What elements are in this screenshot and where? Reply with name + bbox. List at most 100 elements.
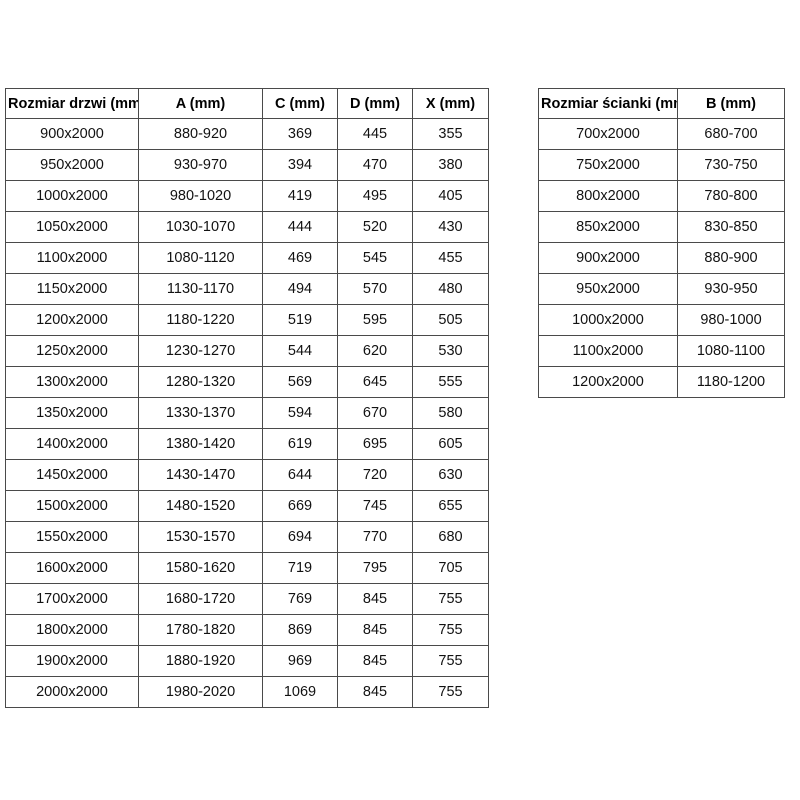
table-cell: 1980-2020 xyxy=(138,676,263,708)
table-cell: 1050x2000 xyxy=(5,211,139,243)
table-cell: 1100x2000 xyxy=(538,335,678,367)
table-row: 900x2000 880-920 369 445 355 xyxy=(5,118,489,150)
header-row: Rozmiar drzwi (mm) A (mm) C (mm) D (mm) X (m… xyxy=(5,88,489,119)
table-cell: 1130-1170 xyxy=(138,273,263,305)
table-cell: 1380-1420 xyxy=(138,428,263,460)
table-cell: 950x2000 xyxy=(538,273,678,305)
table-row: 750x2000 730-750 xyxy=(538,149,785,181)
table-cell: 845 xyxy=(337,645,413,677)
table-cell: 869 xyxy=(262,614,338,646)
table-row: 1100x2000 1080-1100 xyxy=(538,335,785,367)
table-cell: 750x2000 xyxy=(538,149,678,181)
table-row: 700x2000 680-700 xyxy=(538,118,785,150)
table-cell: 755 xyxy=(412,583,489,615)
table-cell: 795 xyxy=(337,552,413,584)
wall-dimensions-table: Rozmiar ścianki (mm) B (mm) 700x2000 680-7… xyxy=(538,88,785,398)
table-cell: 719 xyxy=(262,552,338,584)
column-header: X (mm) xyxy=(412,88,489,119)
table-cell: 1180-1220 xyxy=(138,304,263,336)
table-cell: 1450x2000 xyxy=(5,459,139,491)
table-cell: 620 xyxy=(337,335,413,367)
table-cell: 700x2000 xyxy=(538,118,678,150)
table-cell: 755 xyxy=(412,676,489,708)
table-cell: 544 xyxy=(262,335,338,367)
table-cell: 1200x2000 xyxy=(538,366,678,398)
table-cell: 950x2000 xyxy=(5,149,139,181)
table-cell: 680-700 xyxy=(677,118,785,150)
table-cell: 1350x2000 xyxy=(5,397,139,429)
table-row: 1250x2000 1230-1270 544 620 530 xyxy=(5,335,489,367)
table-cell: 519 xyxy=(262,304,338,336)
wall-table-body: 700x2000 680-700 750x2000 730-750 800x2000 78… xyxy=(538,118,785,398)
table-cell: 930-970 xyxy=(138,149,263,181)
table-cell: 1550x2000 xyxy=(5,521,139,553)
table-cell: 670 xyxy=(337,397,413,429)
table-cell: 1400x2000 xyxy=(5,428,139,460)
table-cell: 570 xyxy=(337,273,413,305)
door-dimensions-table: Rozmiar drzwi (mm) A (mm) C (mm) D (mm) X (m… xyxy=(5,88,489,708)
table-cell: 969 xyxy=(262,645,338,677)
table-cell: 730-750 xyxy=(677,149,785,181)
table-cell: 1300x2000 xyxy=(5,366,139,398)
table-cell: 1069 xyxy=(262,676,338,708)
table-cell: 2000x2000 xyxy=(5,676,139,708)
table-cell: 1280-1320 xyxy=(138,366,263,398)
table-cell: 430 xyxy=(412,211,489,243)
table-cell: 369 xyxy=(262,118,338,150)
table-cell: 655 xyxy=(412,490,489,522)
table-row: 1900x2000 1880-1920 969 845 755 xyxy=(5,645,489,677)
table-cell: 880-900 xyxy=(677,242,785,274)
table-cell: 1780-1820 xyxy=(138,614,263,646)
table-cell: 355 xyxy=(412,118,489,150)
table-row: 1450x2000 1430-1470 644 720 630 xyxy=(5,459,489,491)
column-header: Rozmiar ścianki (mm) xyxy=(538,88,678,119)
table-cell: 380 xyxy=(412,149,489,181)
table-cell: 980-1020 xyxy=(138,180,263,212)
table-row: 950x2000 930-970 394 470 380 xyxy=(5,149,489,181)
table-cell: 1250x2000 xyxy=(5,335,139,367)
table-cell: 470 xyxy=(337,149,413,181)
table-row: 1300x2000 1280-1320 569 645 555 xyxy=(5,366,489,398)
table-row: 1200x2000 1180-1220 519 595 505 xyxy=(5,304,489,336)
table-cell: 720 xyxy=(337,459,413,491)
table-row: 1000x2000 980-1020 419 495 405 xyxy=(5,180,489,212)
table-row: 1150x2000 1130-1170 494 570 480 xyxy=(5,273,489,305)
table-cell: 555 xyxy=(412,366,489,398)
table-row: 1350x2000 1330-1370 594 670 580 xyxy=(5,397,489,429)
table-cell: 630 xyxy=(412,459,489,491)
door-table-header: Rozmiar drzwi (mm) A (mm) C (mm) D (mm) X (m… xyxy=(5,88,489,119)
table-cell: 669 xyxy=(262,490,338,522)
table-cell: 1200x2000 xyxy=(5,304,139,336)
table-cell: 1080-1100 xyxy=(677,335,785,367)
table-cell: 900x2000 xyxy=(5,118,139,150)
table-cell: 1330-1370 xyxy=(138,397,263,429)
table-cell: 980-1000 xyxy=(677,304,785,336)
table-cell: 1500x2000 xyxy=(5,490,139,522)
table-cell: 1000x2000 xyxy=(5,180,139,212)
table-cell: 694 xyxy=(262,521,338,553)
table-cell: 845 xyxy=(337,583,413,615)
table-cell: 770 xyxy=(337,521,413,553)
table-cell: 845 xyxy=(337,614,413,646)
table-cell: 1800x2000 xyxy=(5,614,139,646)
table-row: 2000x2000 1980-2020 1069 845 755 xyxy=(5,676,489,708)
table-cell: 619 xyxy=(262,428,338,460)
table-cell: 444 xyxy=(262,211,338,243)
table-row: 1200x2000 1180-1200 xyxy=(538,366,785,398)
table-cell: 1030-1070 xyxy=(138,211,263,243)
table-cell: 580 xyxy=(412,397,489,429)
table-cell: 800x2000 xyxy=(538,180,678,212)
table-cell: 755 xyxy=(412,645,489,677)
table-row: 1000x2000 980-1000 xyxy=(538,304,785,336)
table-cell: 394 xyxy=(262,149,338,181)
column-header: A (mm) xyxy=(138,88,263,119)
table-cell: 845 xyxy=(337,676,413,708)
column-header: D (mm) xyxy=(337,88,413,119)
table-cell: 930-950 xyxy=(677,273,785,305)
table-row: 800x2000 780-800 xyxy=(538,180,785,212)
table-cell: 1700x2000 xyxy=(5,583,139,615)
table-cell: 1000x2000 xyxy=(538,304,678,336)
table-cell: 1180-1200 xyxy=(677,366,785,398)
table-row: 1400x2000 1380-1420 619 695 605 xyxy=(5,428,489,460)
